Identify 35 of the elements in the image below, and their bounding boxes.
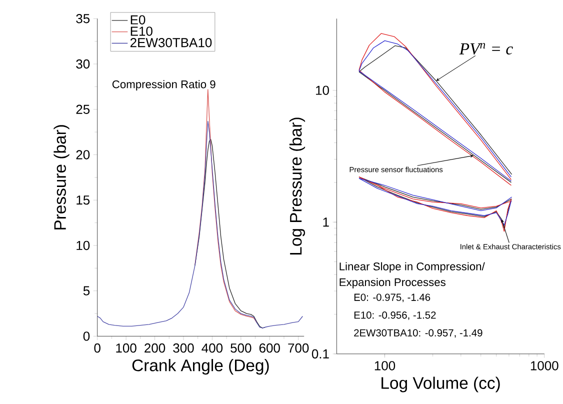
annotation: E10: -0.956, -1.52: [354, 311, 436, 320]
y-tick-label: 35: [76, 14, 90, 24]
y-tick-label: 25: [76, 104, 90, 114]
annotation: Expansion Processes: [340, 278, 446, 288]
y-tick-label: 15: [76, 195, 90, 205]
x-axis-title: Crank Angle (Deg): [132, 358, 269, 374]
annotation: PV$^{n}$ = c: [459, 42, 513, 54]
x-tick-label: 300: [173, 343, 194, 353]
y-tick-label: 1: [323, 218, 329, 226]
annotation: 2EW30TBA10: -0.957, -1.49: [354, 329, 482, 338]
x-tick-label: 400: [202, 343, 223, 353]
y-tick-label: 30: [76, 59, 90, 68]
legend-label: E10: [130, 26, 152, 36]
annotation: Linear Slope in Compression/: [340, 262, 485, 272]
x-tick-label: 200: [144, 343, 166, 353]
legend-label: E0: [130, 15, 146, 24]
x-tick-label: 1000: [530, 361, 558, 370]
y-tick-label: 20: [76, 150, 90, 160]
y-tick-label: 10: [316, 86, 329, 95]
x-tick-label: 0: [94, 343, 100, 353]
legend-label: 2EW30TBA10: [130, 38, 212, 48]
x-axis-title: Log Volume (cc): [382, 376, 500, 392]
x-tick-label: 500: [230, 343, 252, 353]
y-tick-label: 0.1: [312, 349, 329, 358]
x-tick-label: 100: [374, 361, 396, 370]
x-tick-label: 700: [288, 343, 309, 353]
y-tick-label: 5: [83, 286, 90, 296]
x-tick-label: 600: [259, 343, 280, 353]
annotation: E0: -0.975, -1.46: [354, 294, 430, 302]
y-axis-title: Log Pressure (bar): [289, 118, 306, 254]
x-tick-label: 100: [116, 343, 136, 353]
y-axis-title: Pressure (bar): [54, 125, 70, 230]
annotation: Compression Ratio 9: [112, 80, 216, 90]
y-tick-label: 10: [76, 240, 90, 250]
y-tick-label: 0: [83, 332, 90, 341]
